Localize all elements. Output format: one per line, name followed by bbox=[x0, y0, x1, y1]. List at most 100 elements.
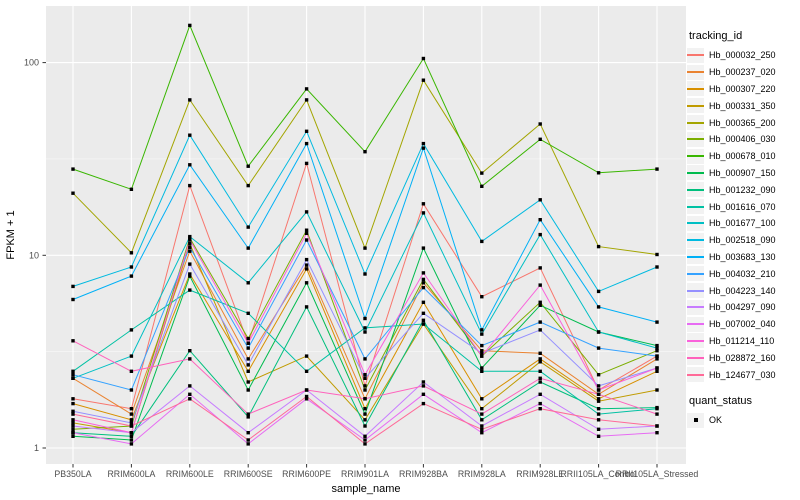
data-point bbox=[421, 277, 426, 282]
data-point bbox=[71, 409, 75, 413]
legend-title-quant-status: quant_status bbox=[689, 394, 752, 407]
data-point bbox=[304, 397, 309, 401]
data-point bbox=[188, 241, 192, 246]
data-point bbox=[363, 384, 367, 388]
data-point bbox=[363, 397, 367, 401]
quant-status-key bbox=[687, 412, 704, 428]
data-point bbox=[480, 397, 484, 401]
data-point bbox=[304, 161, 309, 166]
data-point bbox=[129, 434, 134, 438]
data-point bbox=[538, 300, 542, 304]
data-point bbox=[188, 98, 192, 102]
legend-key-swatch bbox=[687, 81, 704, 97]
data-point bbox=[421, 56, 426, 61]
data-point bbox=[538, 351, 542, 355]
x-tick-label: RRIM928LA bbox=[458, 469, 506, 479]
data-point bbox=[480, 427, 484, 431]
data-point bbox=[246, 246, 250, 250]
data-point bbox=[596, 399, 601, 403]
legend-item-label: Hb_001616_070 bbox=[709, 201, 776, 212]
legend-item-Hb_004032_210: Hb_004032_210 bbox=[687, 265, 799, 282]
legend-item-label: Hb_001232_090 bbox=[709, 184, 776, 195]
data-point bbox=[655, 366, 659, 370]
data-point bbox=[480, 431, 484, 435]
data-point bbox=[538, 283, 542, 287]
data-point bbox=[421, 392, 426, 396]
data-point bbox=[188, 245, 192, 249]
data-point bbox=[71, 424, 75, 428]
data-point bbox=[246, 164, 250, 168]
legend-item-Hb_001232_090: Hb_001232_090 bbox=[687, 181, 799, 198]
y-tick-label: 10 bbox=[29, 250, 39, 260]
black-square-marker-icon bbox=[693, 418, 698, 423]
data-point bbox=[71, 397, 75, 401]
legend-item-label: Hb_003683_130 bbox=[709, 251, 776, 262]
data-point bbox=[538, 137, 542, 141]
data-point bbox=[304, 305, 309, 309]
data-point bbox=[71, 421, 75, 425]
legend-key-swatch bbox=[687, 299, 704, 315]
legend-item-label: Hb_000331_350 bbox=[709, 100, 776, 111]
data-point bbox=[304, 210, 309, 214]
data-point bbox=[480, 351, 484, 355]
data-point bbox=[71, 401, 75, 406]
data-point bbox=[596, 407, 601, 411]
data-point bbox=[655, 265, 659, 269]
data-point bbox=[596, 392, 601, 396]
data-point bbox=[246, 442, 250, 446]
data-point bbox=[188, 183, 192, 188]
data-point bbox=[596, 305, 601, 309]
x-tick-label: PB350LA bbox=[54, 469, 91, 479]
legend-key-swatch bbox=[687, 148, 704, 164]
data-point bbox=[596, 289, 601, 294]
data-point bbox=[421, 380, 426, 384]
data-point bbox=[421, 384, 426, 388]
legend-items: Hb_000032_250 Hb_000237_020 Hb_000307_220 H… bbox=[687, 47, 799, 383]
data-point bbox=[129, 328, 134, 332]
data-point bbox=[480, 171, 484, 175]
data-point bbox=[129, 407, 134, 411]
data-point bbox=[363, 376, 367, 380]
data-point bbox=[480, 369, 484, 373]
data-point bbox=[246, 388, 250, 392]
data-point bbox=[480, 407, 484, 411]
legend-item-Hb_001616_070: Hb_001616_070 bbox=[687, 198, 799, 215]
data-point bbox=[480, 412, 484, 416]
legend-item-Hb_001677_100: Hb_001677_100 bbox=[687, 215, 799, 232]
data-point bbox=[246, 431, 250, 435]
series-color-line-icon bbox=[687, 272, 704, 275]
data-point bbox=[304, 263, 309, 267]
legend-item-Hb_004297_090: Hb_004297_090 bbox=[687, 299, 799, 316]
data-point bbox=[129, 388, 134, 392]
legend-item-label: Hb_000406_030 bbox=[709, 134, 776, 145]
data-point bbox=[246, 369, 250, 373]
data-point bbox=[480, 343, 484, 348]
series-color-line-icon bbox=[687, 306, 704, 309]
data-point bbox=[188, 272, 192, 276]
data-point bbox=[129, 369, 134, 373]
data-point bbox=[304, 369, 309, 373]
legend-item-Hb_003683_130: Hb_003683_130 bbox=[687, 249, 799, 266]
data-point bbox=[480, 349, 484, 353]
data-point bbox=[304, 281, 309, 285]
data-point bbox=[363, 316, 367, 321]
data-point bbox=[538, 232, 542, 237]
data-point bbox=[71, 191, 75, 195]
data-point bbox=[596, 244, 601, 249]
data-point bbox=[363, 407, 367, 411]
data-point bbox=[188, 349, 192, 353]
data-point bbox=[480, 328, 484, 332]
legend-key-swatch bbox=[687, 165, 704, 181]
legend-key-swatch bbox=[687, 64, 704, 80]
data-point bbox=[129, 421, 134, 425]
legend-key-swatch bbox=[687, 350, 704, 366]
legend-item-Hb_000907_150: Hb_000907_150 bbox=[687, 165, 799, 182]
data-point bbox=[304, 141, 309, 146]
data-point bbox=[71, 339, 75, 343]
data-point bbox=[655, 412, 659, 416]
data-point bbox=[129, 438, 134, 442]
data-point bbox=[655, 357, 659, 361]
legend-item-Hb_000331_350: Hb_000331_350 bbox=[687, 97, 799, 114]
data-point bbox=[596, 373, 601, 377]
data-point bbox=[655, 252, 659, 257]
